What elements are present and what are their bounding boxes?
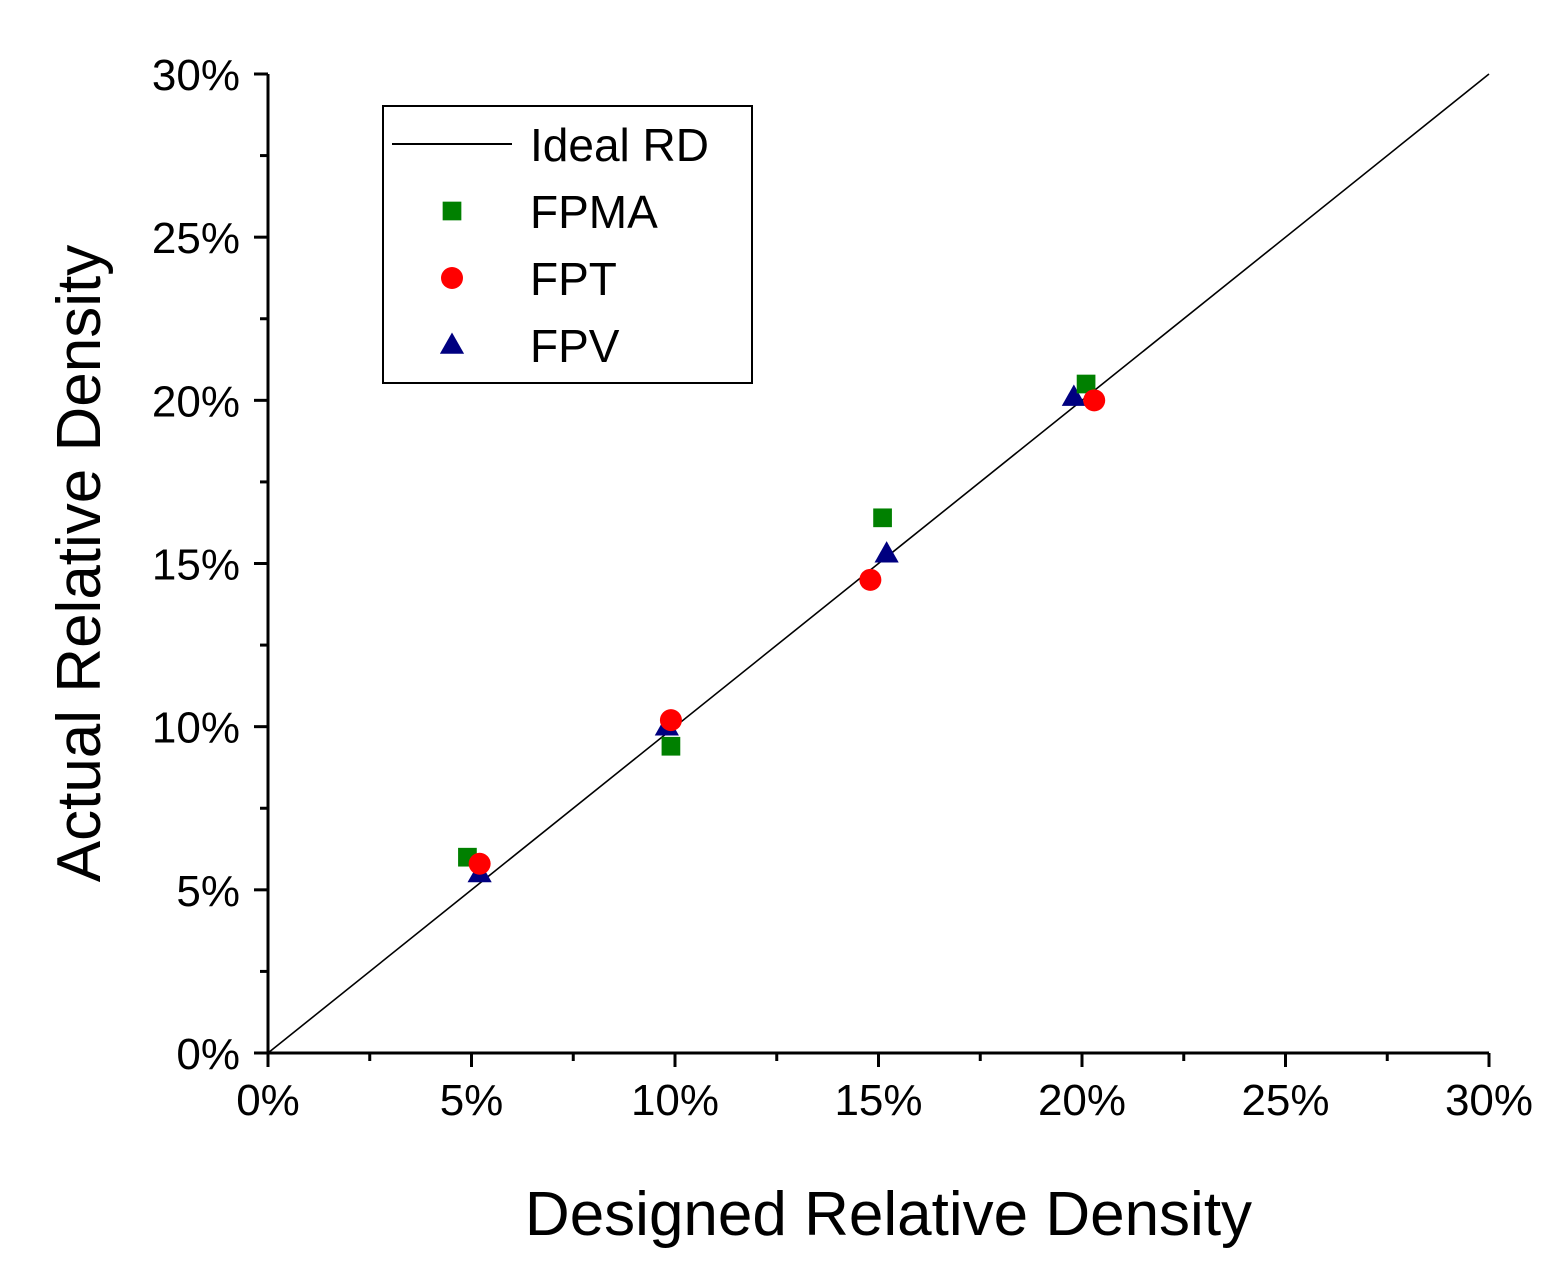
ideal-rd-line (267, 73, 1490, 1054)
legend-label: FPV (530, 320, 620, 372)
x-tick-label: 20% (1038, 1076, 1126, 1125)
y-axis-title: Actual Relative Density (45, 245, 114, 883)
x-tick-label: 25% (1241, 1076, 1329, 1125)
legend-label: FPMA (530, 186, 658, 238)
data-point-fpma (661, 736, 681, 756)
x-tick-label: 15% (834, 1076, 922, 1125)
x-tick-label: 10% (631, 1076, 719, 1125)
y-tick-label: 30% (152, 51, 240, 100)
x-tick-label: 30% (1445, 1076, 1533, 1125)
legend-label: Ideal RD (530, 119, 709, 171)
y-tick-label: 25% (152, 214, 240, 263)
data-point-fpt (659, 709, 682, 732)
y-tick-label: 0% (176, 1030, 240, 1079)
legend: Ideal RD FPMA FPT FPV (382, 105, 753, 384)
data-point-fpt (468, 852, 491, 875)
data-point-fpv (874, 541, 899, 563)
legend-box (382, 105, 753, 384)
y-tick-label: 10% (152, 704, 240, 753)
legend-label: FPT (530, 253, 617, 305)
y-tick-label: 15% (152, 541, 240, 590)
data-point-fpt (859, 568, 882, 591)
x-axis-title: Designed Relative Density (525, 1180, 1252, 1249)
data-point-fpma (1076, 374, 1096, 394)
legend-swatch-fpt (441, 267, 463, 289)
legend-swatch-fpv (439, 332, 465, 354)
data-point-fpt (1083, 389, 1106, 412)
data-point-fpv (1061, 384, 1086, 406)
axes: 0% 5% 10% 15% 20% 25% 30% 0% 5% 10% 15% 20% 25% 30% (152, 51, 1533, 1125)
y-tick-label: 5% (176, 867, 240, 916)
x-tick-label: 0% (236, 1076, 300, 1125)
y-tick-label: 20% (152, 377, 240, 426)
plot-area (267, 73, 1490, 1054)
x-tick-label: 5% (440, 1076, 504, 1125)
legend-swatch-fpma (442, 201, 462, 221)
data-point-fpma (873, 508, 892, 528)
